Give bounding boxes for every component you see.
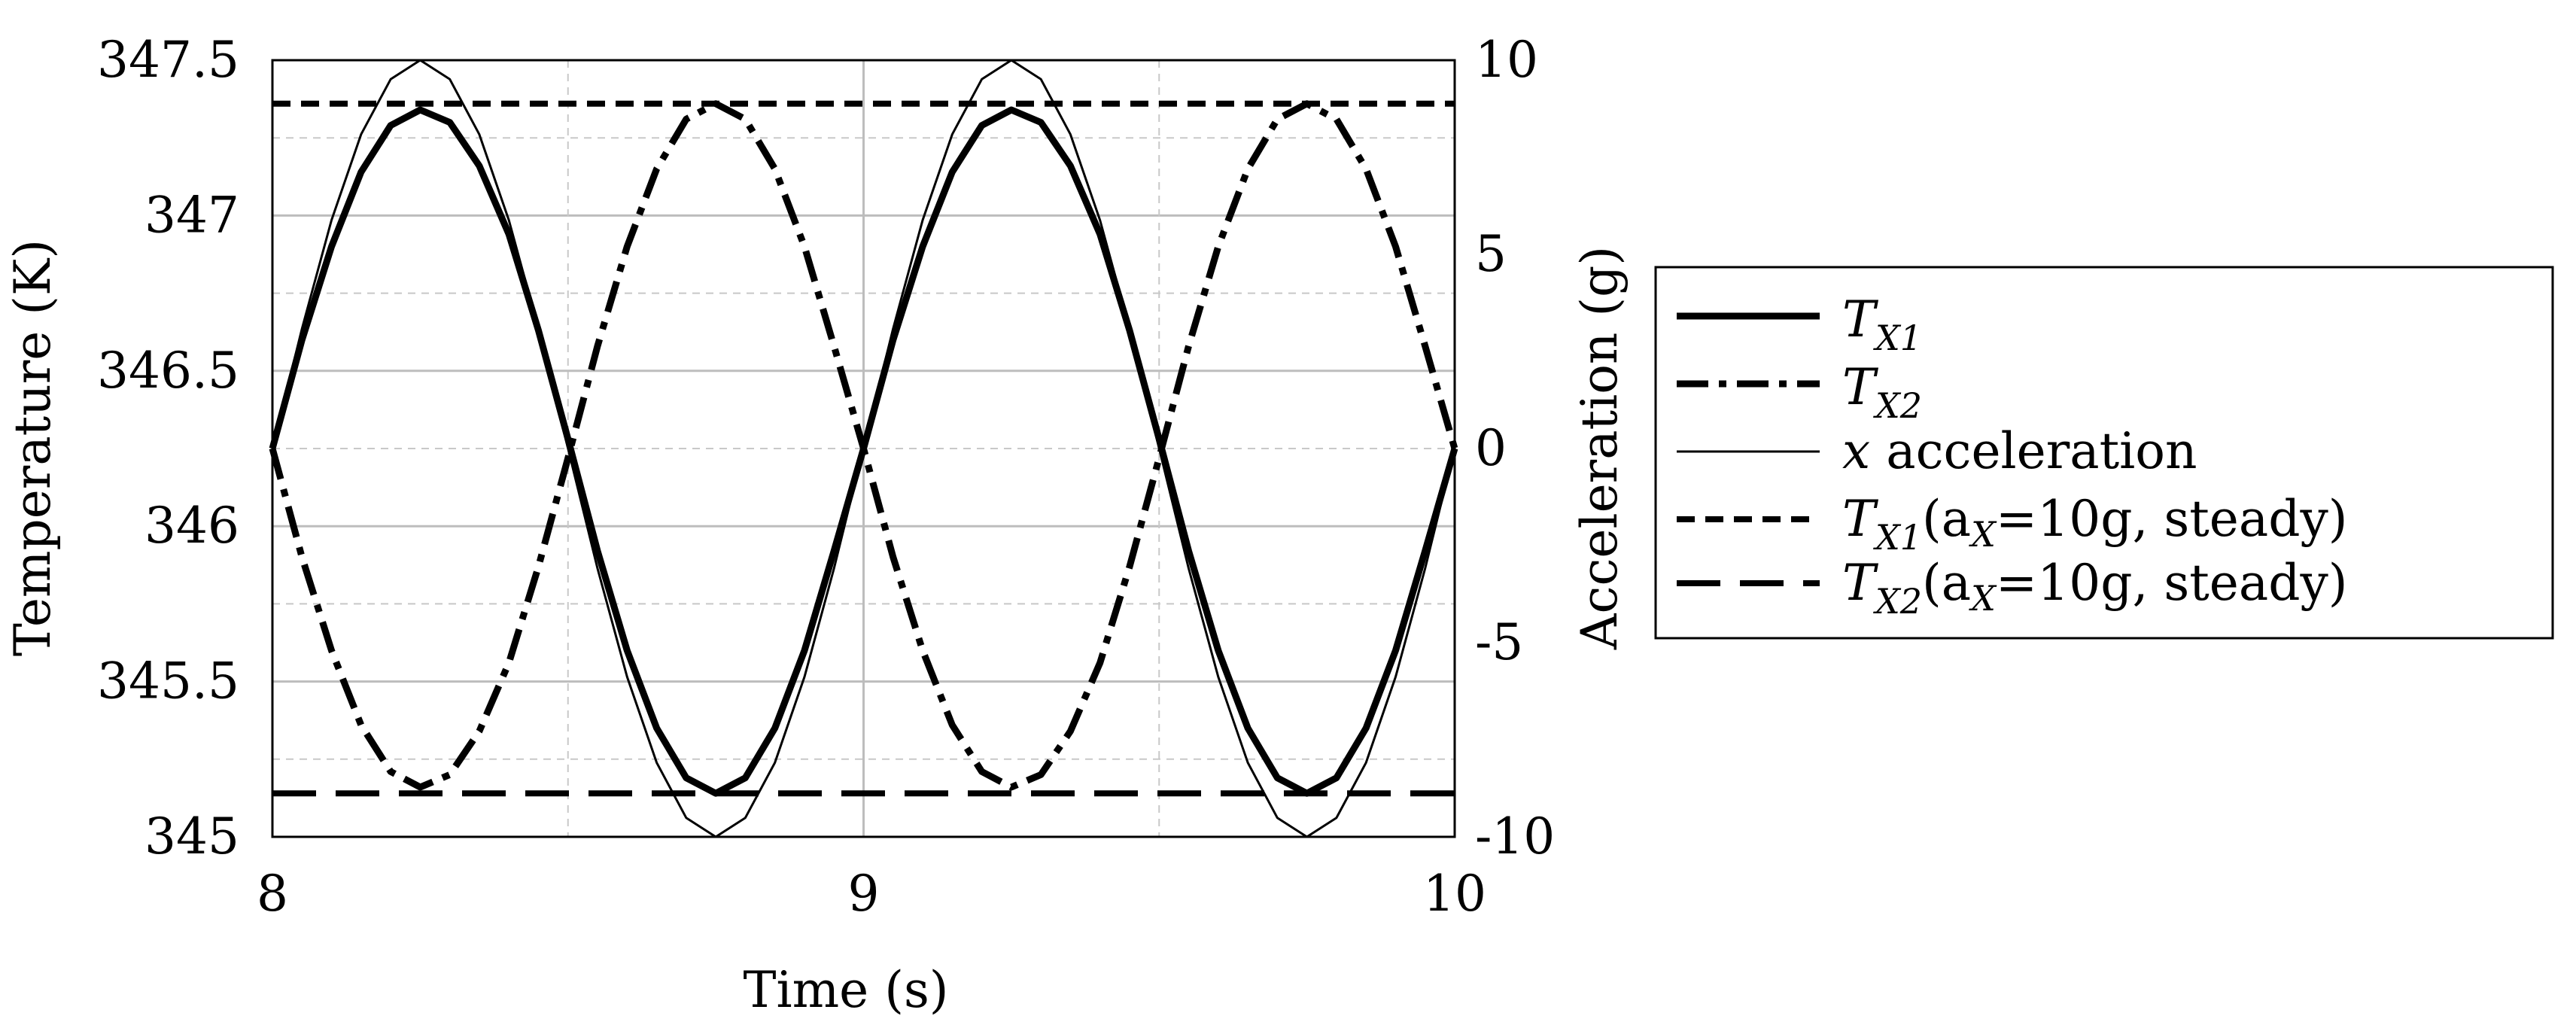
y-left-tick-label: 345 xyxy=(144,807,239,865)
y-right-tick-label: 10 xyxy=(1475,31,1538,89)
x-axis-label: Time (s) xyxy=(743,961,948,1019)
legend: TX1 TX2 x acceleration TX1(aX=10g, stead… xyxy=(1654,266,2554,640)
legend-label-tx1: TX1 xyxy=(1842,290,1922,358)
y-left-tick-label: 346.5 xyxy=(97,342,239,400)
plot-frame xyxy=(271,59,1456,838)
y-right-tick-label: -10 xyxy=(1475,807,1555,865)
x-tick-label: 10 xyxy=(1423,865,1486,923)
y-right-tick-label: 5 xyxy=(1475,225,1507,283)
x-tick-label: 8 xyxy=(257,865,288,923)
y-left-tick-label: 345.5 xyxy=(97,652,239,710)
legend-label-tx2: TX2 xyxy=(1842,358,1922,426)
y-left-tick-label: 346 xyxy=(144,497,239,555)
x-tick-label: 9 xyxy=(848,865,880,923)
y-axis-label-right: Acceleration (g) xyxy=(1571,246,1629,650)
y-axis-label-left: Temperature (K) xyxy=(4,239,62,656)
series-lines xyxy=(269,59,1458,838)
series-line-3 xyxy=(271,59,1456,838)
legend-label-tx1-steady: TX1(aX=10g, steady) xyxy=(1842,490,2347,558)
y-right-tick-label: -5 xyxy=(1475,613,1523,671)
tick-labels: 8 9 10 345 345.5 346 346.5 347 347.5 -10 -5 0 5 10 xyxy=(97,31,1555,923)
y-left-tick-label: 347 xyxy=(144,186,239,244)
y-right-tick-label: 0 xyxy=(1475,419,1507,477)
legend-label-tx2-steady: TX2(aX=10g, steady) xyxy=(1842,554,2347,622)
legend-label-acc: x acceleration xyxy=(1842,422,2197,480)
y-left-tick-label: 347.5 xyxy=(97,31,239,89)
